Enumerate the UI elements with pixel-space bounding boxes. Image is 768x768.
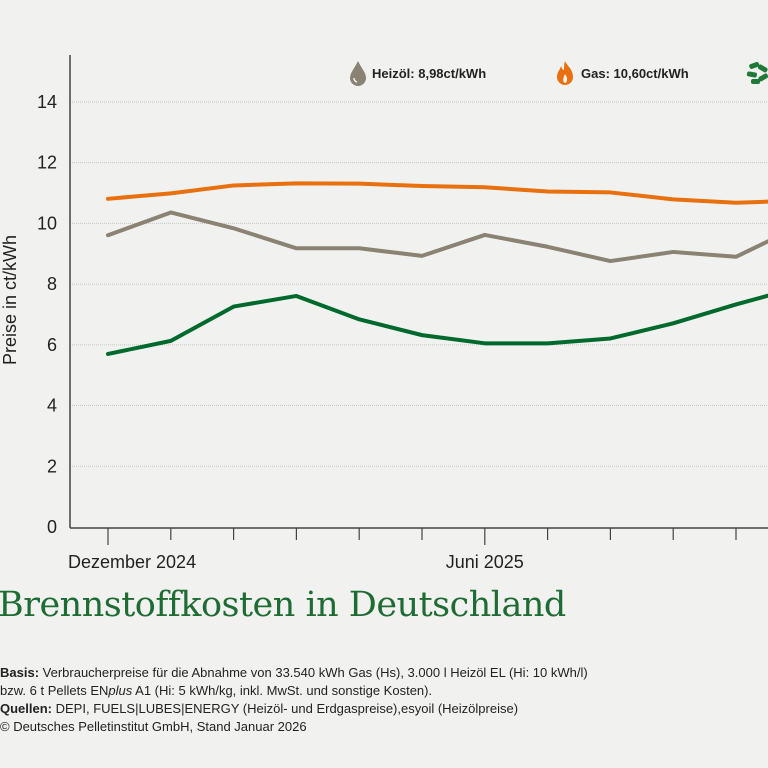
y-tick-label: 4 (47, 396, 57, 416)
oil-drop-icon (350, 61, 366, 86)
basis-text-2a: bzw. 6 t Pellets EN (0, 683, 109, 698)
series-line-pellets (106, 293, 768, 356)
basis-text: Verbraucherpreise für die Abnahme von 33… (39, 665, 588, 680)
legend-label-heizoel: Heizöl: 8,98ct/kWh (372, 65, 487, 81)
y-tick-label: 2 (47, 456, 57, 476)
series-line-heizöl (106, 210, 768, 264)
legend-item-gas: Gas: 10,60ct/kWh (555, 60, 689, 86)
y-axis-label: Preise in ct/kWh (0, 235, 20, 365)
y-tick-label: 12 (37, 153, 57, 173)
sources-label: Quellen: (0, 701, 53, 716)
sources-line: Quellen: DEPI, FUELS|LUBES|ENERGY (Heizö… (0, 700, 588, 718)
legend-item-heizoel: Heizöl: 8,98ct/kWh (348, 60, 486, 86)
chart-notes: Basis: Verbraucherpreise für die Abnahme… (0, 664, 588, 736)
basis-label: Basis: (0, 665, 40, 680)
basis-text-2b: plus (108, 683, 133, 698)
basis-text-2c: A1 (Hi: 5 kWh/kg, inkl. MwSt. und sonsti… (132, 683, 433, 698)
y-tick-label: 0 (47, 517, 57, 537)
pellets-icon (746, 61, 768, 84)
legend-label-gas: Gas: 10,60ct/kWh (581, 65, 689, 81)
x-tick-label: Juni 2025 (446, 552, 524, 572)
x-tick-label: Dezember 2024 (68, 552, 196, 572)
y-tick-label: 10 (37, 213, 57, 233)
basis-line-1: Basis: Verbraucherpreise für die Abnahme… (0, 664, 588, 682)
y-tick-label: 8 (47, 274, 57, 294)
copyright: © Deutsches Pelletinstitut GmbH, Stand J… (0, 719, 307, 734)
series-line-gas (106, 181, 768, 205)
chart-title: Brennstoffkosten in Deutschland (0, 585, 566, 625)
basis-line-2: bzw. 6 t Pellets ENplus A1 (Hi: 5 kWh/kg… (0, 682, 588, 700)
line-chart: 0 2 4 6 8 10 12 14 Dezember 2024 Juni 2025 Preise … (0, 55, 768, 572)
legend-item-pellets (746, 60, 768, 86)
y-tick-label: 6 (47, 335, 57, 355)
sources-text: DEPI, FUELS|LUBES|ENERGY (Heizöl- und Er… (52, 701, 519, 716)
flame-icon (557, 61, 573, 85)
y-tick-label: 14 (37, 92, 57, 112)
